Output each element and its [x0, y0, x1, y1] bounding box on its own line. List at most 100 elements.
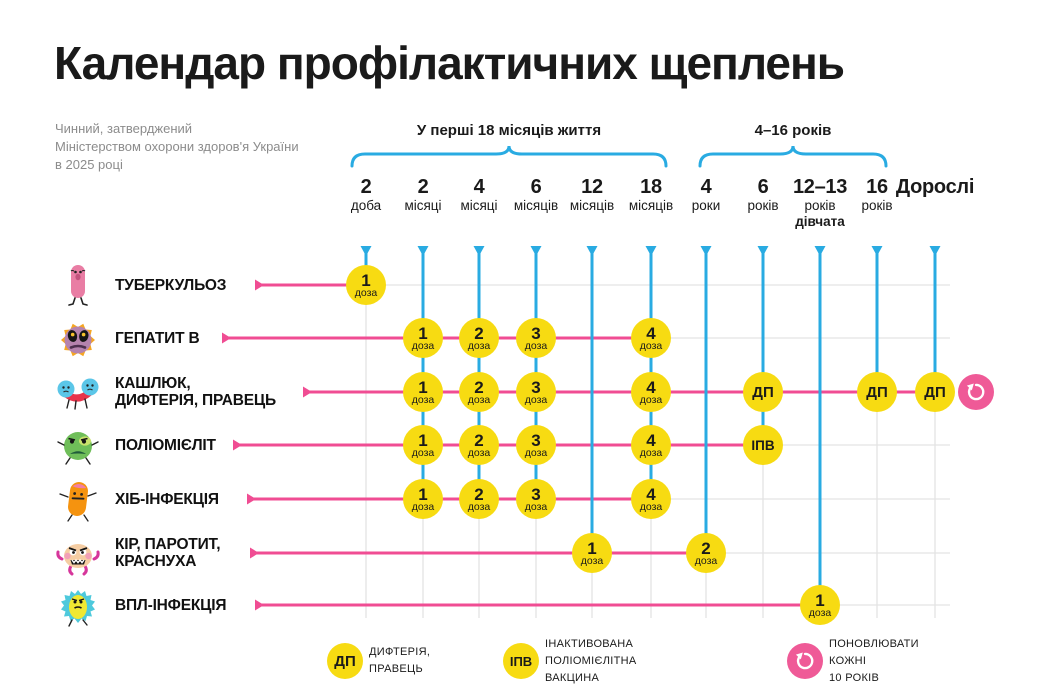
- measles-microbe-icon: [54, 529, 102, 577]
- dose-marker: 3 доза: [516, 425, 556, 465]
- dose-word: доза: [411, 340, 435, 352]
- dose-number: 4: [646, 324, 656, 343]
- column-age-value: 6: [757, 176, 769, 198]
- age-group-label: У перші 18 місяців життя: [416, 122, 602, 139]
- dose-word: доза: [808, 607, 832, 619]
- column-age-value: 2: [360, 176, 372, 198]
- column-age-value: 4: [473, 176, 485, 198]
- age-column-arrow-icon: [530, 246, 542, 256]
- dose-word: доза: [694, 555, 718, 567]
- dose-number: 1: [815, 591, 825, 610]
- dose-word: доза: [639, 394, 663, 406]
- age-column-arrow-icon: [360, 246, 372, 256]
- disease-row-label: ТУБЕРКУЛЬОЗ: [115, 276, 227, 294]
- age-column-arrow-icon: [586, 246, 598, 256]
- dose-number: 1: [418, 431, 428, 450]
- dose-number: 4: [646, 485, 656, 504]
- timeline-arrow-icon: [233, 439, 242, 451]
- dose-marker: 4 доза: [631, 479, 671, 519]
- booster-marker: ДП: [915, 372, 955, 412]
- dose-word: доза: [639, 501, 663, 513]
- dose-number: 1: [418, 324, 428, 343]
- dose-word: доза: [524, 447, 548, 459]
- dose-marker: 1 доза: [403, 479, 443, 519]
- column-age-unit: років: [861, 198, 893, 213]
- dose-number: 2: [474, 378, 484, 397]
- dose-marker: 4 доза: [631, 425, 671, 465]
- column-header: 16 років: [832, 176, 922, 214]
- dose-number: 2: [474, 431, 484, 450]
- age-column-arrow-icon: [645, 246, 657, 256]
- column-age-unit: місяці: [460, 198, 498, 213]
- booster-marker: ДП: [857, 372, 897, 412]
- dose-marker: 2 доза: [459, 425, 499, 465]
- dose-word: доза: [524, 394, 548, 406]
- column-age-unit: років: [747, 198, 779, 213]
- dose-marker: 3 доза: [516, 372, 556, 412]
- legend-item-label: ІНАКТИВОВАНА ПОЛІОМІЄЛІТНА ВАКЦИНА: [545, 637, 637, 684]
- dose-word: доза: [524, 340, 548, 352]
- dose-marker: 2 доза: [686, 533, 726, 573]
- column-age-unit: доба: [350, 198, 382, 213]
- column-header: 6 місяців: [491, 176, 581, 214]
- column-age-value: 6: [530, 176, 542, 198]
- timeline-arrow-icon: [250, 547, 259, 559]
- legend-badge-text: ІПВ: [509, 653, 533, 669]
- booster-marker: ІПВ: [743, 425, 783, 465]
- dose-number: 1: [361, 271, 371, 290]
- legend-item-label: ДИФТЕРІЯ, ПРАВЕЦЬ: [369, 646, 431, 675]
- legend-renew-icon: [787, 643, 823, 679]
- column-age-value: 18: [640, 176, 662, 198]
- column-age-unit: місяці: [404, 198, 442, 213]
- age-column-arrow-icon: [871, 246, 883, 256]
- column-header: 18 місяців: [606, 176, 696, 214]
- column-age-unit: місяців: [513, 198, 559, 213]
- dose-marker: 1 доза: [403, 425, 443, 465]
- disease-row-label: КАШЛЮК, ДИФТЕРІЯ, ПРАВЕЦЬ: [115, 375, 276, 409]
- dose-marker: 4 доза: [631, 318, 671, 358]
- dose-word: доза: [411, 447, 435, 459]
- dose-number: 3: [531, 378, 541, 397]
- booster-label: ДП: [924, 383, 946, 401]
- dose-number: 2: [474, 485, 484, 504]
- dose-word: доза: [467, 394, 491, 406]
- subtitle: Чинний, затверджений Міністерством охоро…: [55, 121, 299, 172]
- dose-marker: 3 доза: [516, 479, 556, 519]
- column-header: 4 місяці: [434, 176, 524, 214]
- column-age-unit: місяців: [628, 198, 674, 213]
- dose-marker: 1 доза: [346, 265, 386, 305]
- dose-marker: 1 доза: [800, 585, 840, 625]
- legend-badge: ІПВ: [503, 643, 539, 679]
- column-age-value: Дорослі: [895, 176, 975, 198]
- dose-word: доза: [639, 447, 663, 459]
- age-column-arrow-icon: [814, 246, 826, 256]
- age-group-brace: [350, 145, 668, 168]
- hib-microbe-icon: [54, 475, 102, 523]
- booster-label: ІПВ: [751, 437, 775, 453]
- column-header: Дорослі: [890, 176, 980, 198]
- dose-word: доза: [467, 501, 491, 513]
- timeline-arrow-icon: [303, 386, 312, 398]
- column-age-unit: місяців: [569, 198, 615, 213]
- timeline-arrow-icon: [247, 493, 256, 505]
- dose-number: 1: [587, 539, 597, 558]
- age-column-arrow-icon: [473, 246, 485, 256]
- polio-microbe-icon: [54, 421, 102, 469]
- dose-marker: 2 доза: [459, 318, 499, 358]
- age-column-arrow-icon: [757, 246, 769, 256]
- column-header: 12–13 років дівчата: [775, 176, 865, 229]
- dose-number: 2: [474, 324, 484, 343]
- age-column-arrow-icon: [929, 246, 941, 256]
- dose-number: 1: [418, 485, 428, 504]
- dose-number: 1: [418, 378, 428, 397]
- dose-number: 3: [531, 324, 541, 343]
- dose-number: 3: [531, 431, 541, 450]
- pertussis-microbe-icon: [54, 368, 102, 416]
- column-age-value: 12–13: [792, 176, 848, 198]
- page-title: Календар профілактичних щеплень: [54, 37, 845, 89]
- timeline-arrow-icon: [255, 599, 264, 611]
- booster-label: ДП: [752, 383, 774, 401]
- dose-word: доза: [639, 340, 663, 352]
- hpv-microbe-icon: [54, 581, 102, 629]
- column-header: 12 місяців: [547, 176, 637, 214]
